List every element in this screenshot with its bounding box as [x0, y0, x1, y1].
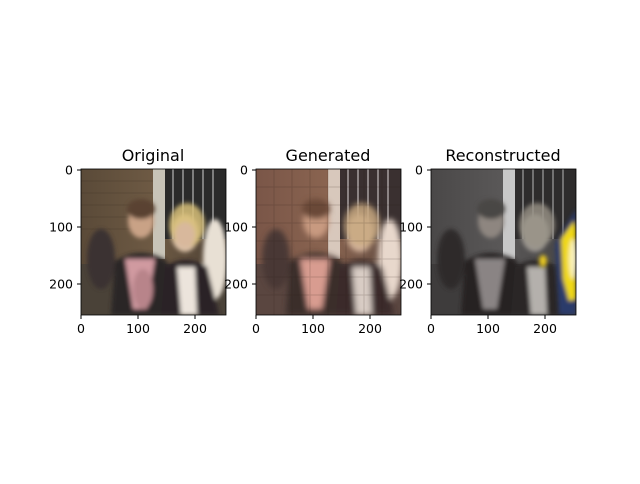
image-reconstructed: [431, 169, 577, 315]
ytick-label: 200: [399, 277, 423, 292]
x-axis-original: 0 100 200: [77, 315, 207, 336]
xtick-label: 200: [358, 321, 382, 336]
x-axis-generated: 0 100 200: [252, 315, 382, 336]
ytick-label: 200: [49, 277, 73, 292]
ytick-label: 200: [224, 277, 248, 292]
image-generated: [256, 169, 402, 315]
x-axis-reconstructed: 0 100 200: [427, 315, 557, 336]
xtick-label: 100: [301, 321, 325, 336]
panel-title-reconstructed: Reconstructed: [445, 146, 560, 165]
y-axis-generated: 0 100 200: [224, 163, 256, 292]
y-axis-reconstructed: 0 100 200: [399, 163, 431, 292]
y-axis-original: 0 100 200: [49, 163, 81, 292]
ytick-label: 0: [65, 163, 73, 178]
panel-original: Original: [49, 146, 227, 336]
ytick-label: 0: [240, 163, 248, 178]
xtick-label: 0: [252, 321, 260, 336]
panel-reconstructed: Reconstructed: [399, 146, 577, 336]
xtick-label: 0: [77, 321, 85, 336]
ytick-label: 0: [415, 163, 423, 178]
xtick-label: 200: [533, 321, 557, 336]
panel-title-original: Original: [122, 146, 185, 165]
panel-generated: Generated: [224, 146, 402, 336]
xtick-label: 100: [126, 321, 150, 336]
xtick-label: 0: [427, 321, 435, 336]
ytick-label: 100: [399, 220, 423, 235]
xtick-label: 200: [183, 321, 207, 336]
panel-title-generated: Generated: [286, 146, 371, 165]
ytick-label: 100: [224, 220, 248, 235]
ytick-label: 100: [49, 220, 73, 235]
image-original: [81, 169, 227, 315]
xtick-label: 100: [476, 321, 500, 336]
